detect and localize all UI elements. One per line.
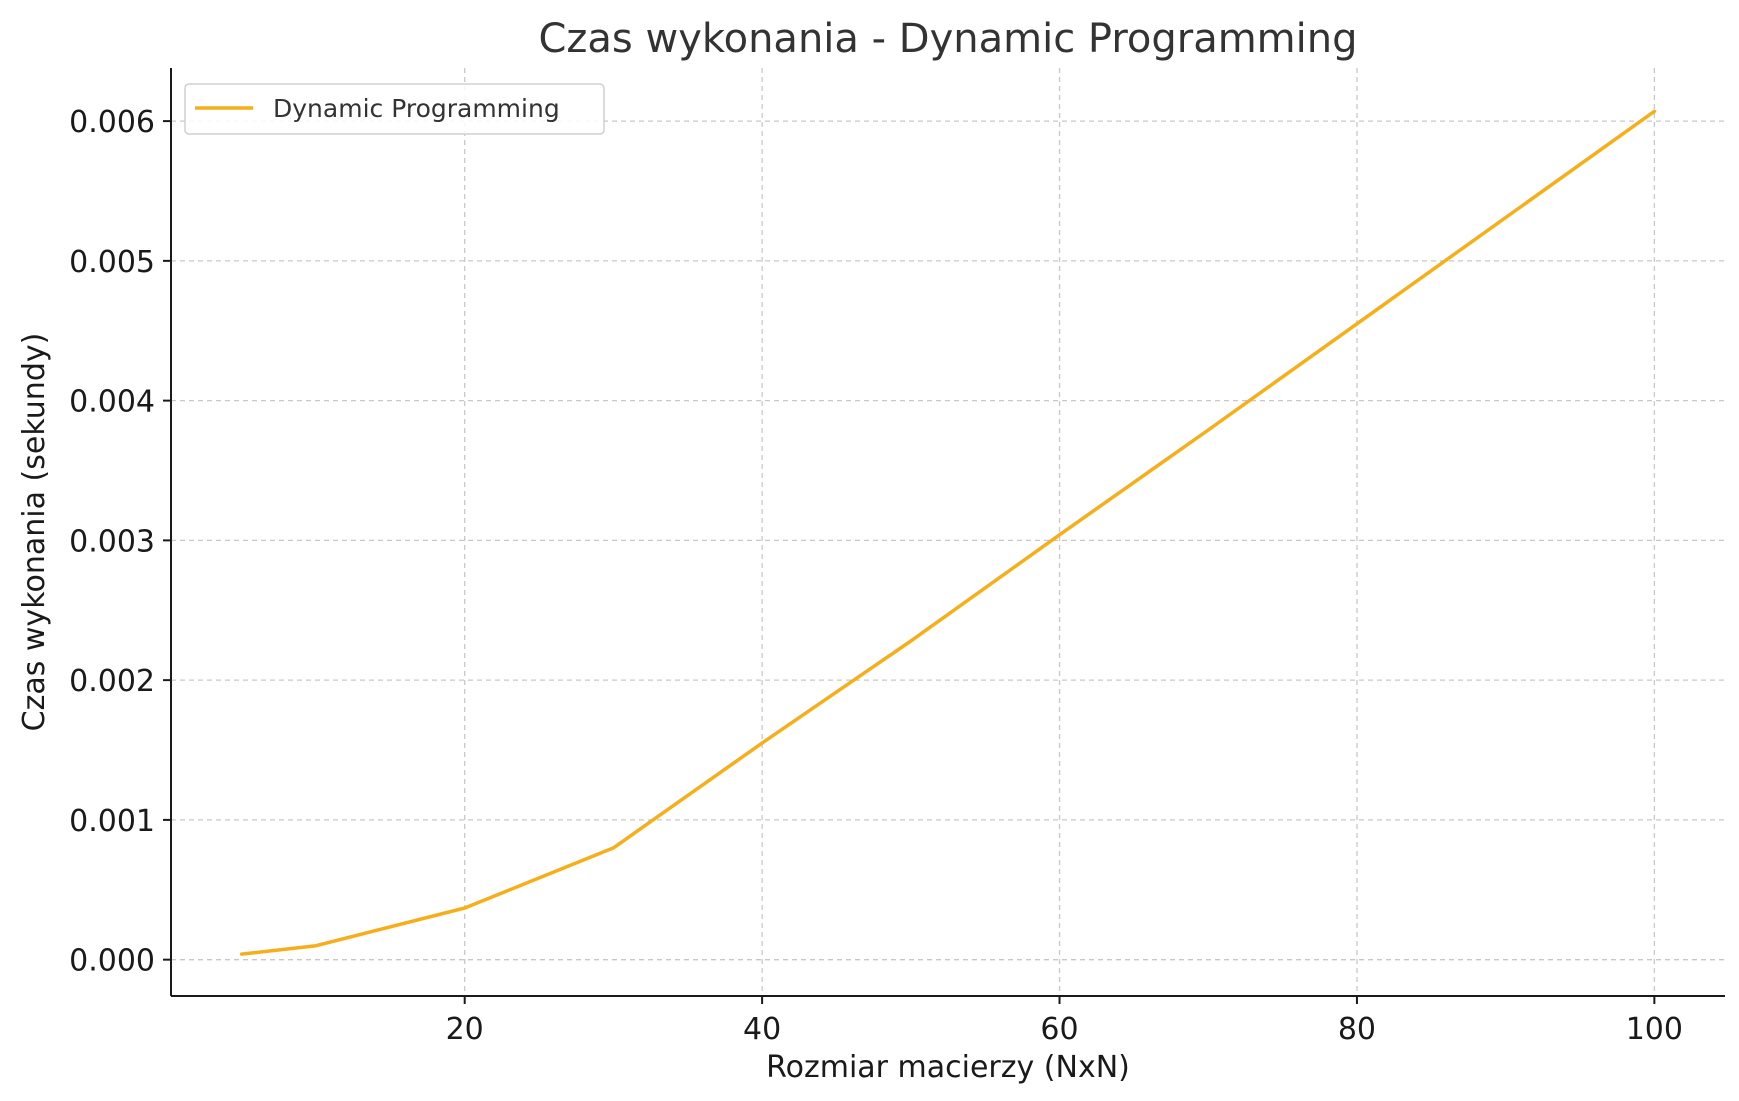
legend-label: Dynamic Programming bbox=[273, 94, 560, 123]
y-tick-label: 0.005 bbox=[69, 245, 155, 280]
y-tick-label: 0.006 bbox=[69, 105, 155, 140]
y-axis-label: Czas wykonania (sekundy) bbox=[17, 333, 52, 732]
legend: Dynamic Programming bbox=[184, 83, 605, 135]
axes bbox=[170, 68, 1725, 997]
y-tick-label: 0.004 bbox=[69, 385, 155, 420]
y-tick-label: 0.000 bbox=[69, 944, 155, 979]
y-tick-label: 0.002 bbox=[69, 664, 155, 699]
series-line-dynamic-programming bbox=[239, 109, 1657, 956]
legend-box bbox=[184, 83, 605, 135]
x-tick-label: 80 bbox=[1338, 1012, 1376, 1047]
x-tick-label: 100 bbox=[1626, 1012, 1683, 1047]
y-ticks: 0.000 0.001 0.002 0.003 0.004 0.005 0.006 bbox=[69, 105, 171, 979]
grid bbox=[171, 68, 1725, 996]
y-tick-label: 0.001 bbox=[69, 804, 155, 839]
x-ticks: 20 40 60 80 100 bbox=[446, 996, 1683, 1047]
x-tick-label: 60 bbox=[1040, 1012, 1078, 1047]
x-axis-label: Rozmiar macierzy (NxN) bbox=[766, 1050, 1130, 1085]
x-tick-label: 20 bbox=[446, 1012, 484, 1047]
y-tick-label: 0.003 bbox=[69, 524, 155, 559]
x-tick-label: 40 bbox=[743, 1012, 781, 1047]
chart-title: Czas wykonania - Dynamic Programming bbox=[538, 16, 1357, 62]
series-layer bbox=[239, 109, 1657, 956]
